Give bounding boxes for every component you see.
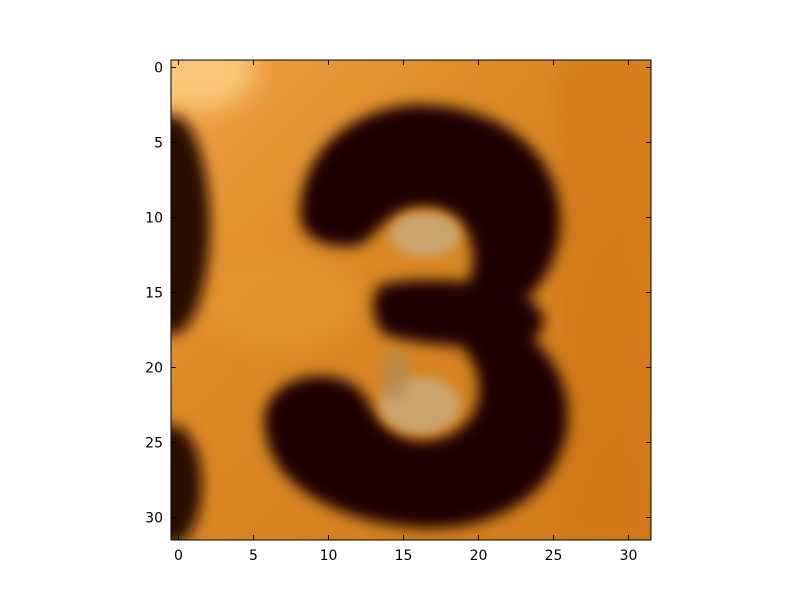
- digit-three: [264, 104, 568, 529]
- y-tick-label: 20: [145, 361, 163, 377]
- plot-frame: [170, 59, 652, 541]
- x-tick-label: 25: [545, 548, 563, 564]
- x-tick-label: 0: [174, 548, 183, 564]
- x-tick-label: 20: [470, 548, 488, 564]
- y-tick-label: 0: [154, 61, 163, 77]
- x-tick-label: 15: [395, 548, 413, 564]
- image-content: [171, 60, 651, 540]
- y-tick-label: 5: [154, 136, 163, 152]
- x-tick-label: 10: [320, 548, 338, 564]
- x-tick-label: 5: [249, 548, 258, 564]
- y-tick-label: 30: [145, 511, 163, 527]
- x-tick-label: 30: [620, 548, 638, 564]
- y-tick-label: 10: [145, 211, 163, 227]
- y-tick-label: 15: [145, 286, 163, 302]
- y-tick-label: 25: [145, 436, 163, 452]
- partial-digit-left: [171, 115, 210, 540]
- y-axis-ticks: 0 5 10 15 20 25 30: [145, 61, 651, 527]
- digit-highlights: [380, 213, 460, 433]
- x-axis-ticks: 0 5 10 15 20 25 30: [174, 60, 637, 564]
